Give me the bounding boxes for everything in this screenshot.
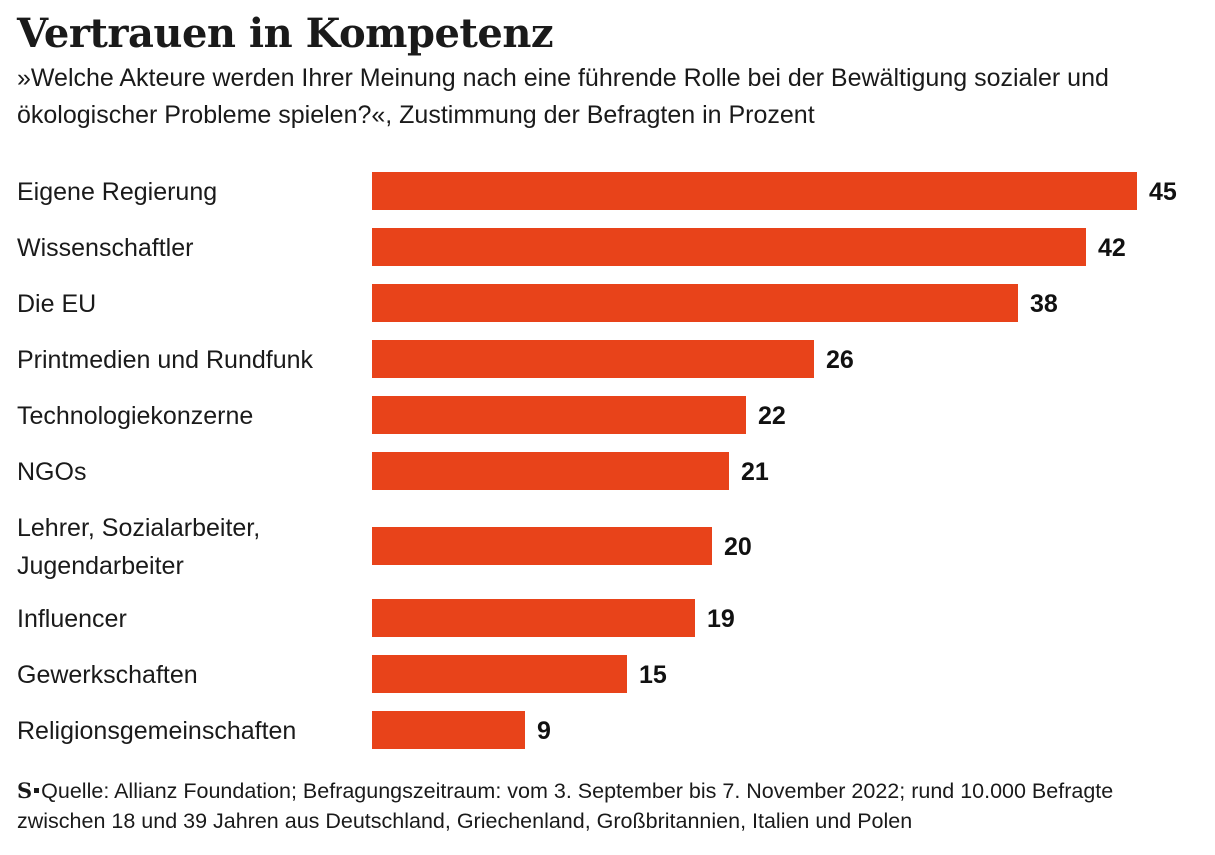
source-note: S Quelle: Allianz Foundation; Befragungsz… — [17, 776, 1207, 836]
value-label-9: 9 — [537, 717, 551, 745]
category-label-5: NGOs — [17, 458, 86, 486]
value-label-3: 26 — [826, 346, 854, 374]
value-label-1: 42 — [1098, 234, 1126, 262]
logo-dot — [34, 788, 40, 794]
chart-title: Vertrauen in Kompetenz — [17, 10, 554, 57]
value-label-8: 15 — [639, 661, 667, 689]
category-label-8: Gewerkschaften — [17, 661, 198, 689]
value-label-4: 22 — [758, 402, 786, 430]
category-label-0: Eigene Regierung — [17, 178, 217, 206]
bar-1 — [372, 228, 1086, 266]
bar-7 — [372, 599, 695, 637]
value-label-0: 45 — [1149, 178, 1177, 206]
value-label-5: 21 — [741, 458, 769, 486]
spiegel-logo: S — [17, 778, 33, 803]
source-text: Quelle: Allianz Foundation; Befragungsze… — [17, 779, 1114, 833]
category-label-7: Influencer — [17, 605, 127, 633]
bar-6 — [372, 527, 712, 565]
category-label-4: Technologiekonzerne — [17, 402, 253, 430]
value-label-6: 20 — [724, 533, 752, 561]
bar-8 — [372, 655, 627, 693]
category-label-9: Religionsgemeinschaften — [17, 717, 296, 745]
bar-0 — [372, 172, 1137, 210]
value-label-2: 38 — [1030, 290, 1058, 318]
bar-2 — [372, 284, 1018, 322]
bar-4 — [372, 396, 746, 434]
category-label-1: Wissenschaftler — [17, 234, 193, 262]
bar-9 — [372, 711, 525, 749]
category-label-3: Printmedien und Rundfunk — [17, 346, 314, 374]
category-label-2: Die EU — [17, 290, 96, 318]
value-label-7: 19 — [707, 605, 735, 633]
bar-5 — [372, 452, 729, 490]
category-label-6: Lehrer, Sozialarbeiter, Jugendarbeiter — [17, 514, 260, 580]
bar-3 — [372, 340, 814, 378]
bar-chart: 45 Eigene Regierung 42 Wissenschaftler 38 Die… — [17, 172, 1177, 749]
chart-subtitle: »Welche Akteure werden Ihrer Meinung nac… — [17, 64, 1109, 129]
